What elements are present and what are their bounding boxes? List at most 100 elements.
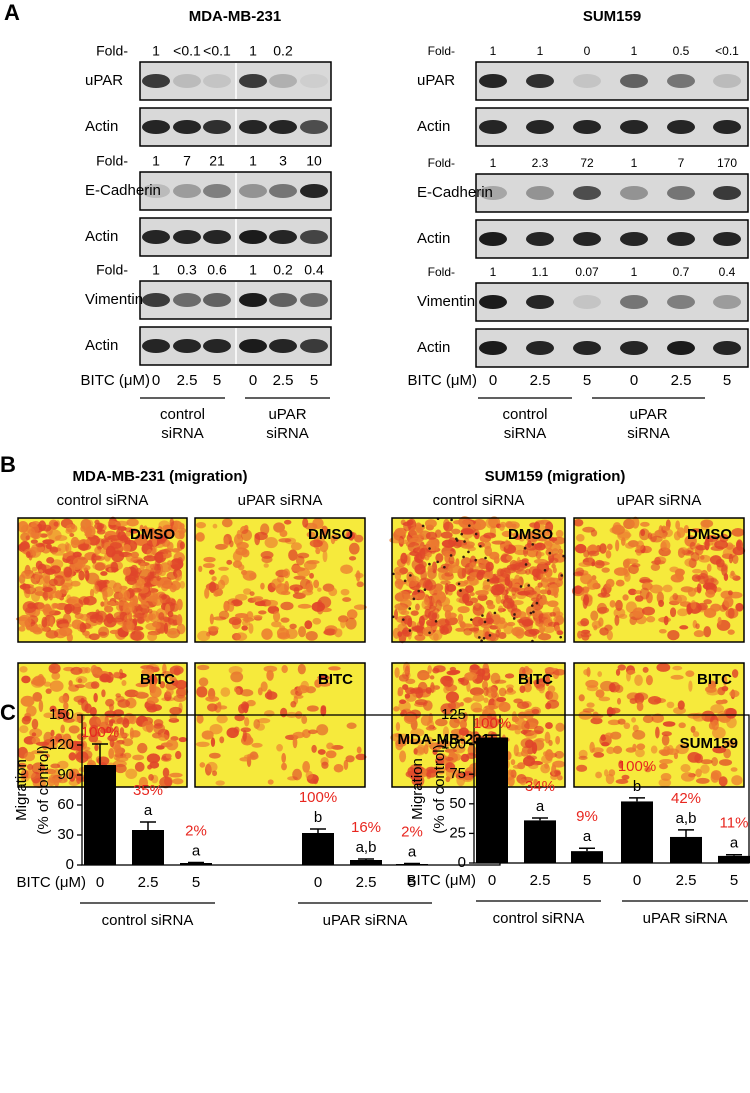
cell <box>504 673 515 679</box>
cell <box>162 767 170 778</box>
blot-box <box>475 282 749 322</box>
fold-value: 0.5 <box>673 44 690 58</box>
cell <box>574 543 587 554</box>
cell <box>49 705 57 713</box>
cell <box>424 596 430 606</box>
cell <box>447 701 461 710</box>
cell <box>99 727 107 734</box>
cell <box>689 541 696 550</box>
cell <box>447 612 457 619</box>
cell <box>631 717 637 723</box>
cell <box>330 534 336 545</box>
cell <box>456 702 464 707</box>
cell <box>506 555 513 561</box>
cell <box>201 730 214 740</box>
cell <box>472 616 484 627</box>
cell <box>554 750 564 759</box>
cell <box>538 686 545 694</box>
cell <box>399 733 409 744</box>
y-tick-label: 75 <box>449 765 466 782</box>
cell <box>169 676 177 682</box>
migration-title: SUM159 (migration) <box>485 468 626 485</box>
cell <box>134 761 145 772</box>
cell <box>722 675 728 686</box>
cell <box>166 571 178 580</box>
fold-value: 1 <box>152 153 160 169</box>
cell <box>317 749 326 755</box>
cell <box>260 551 274 559</box>
cell <box>404 693 411 699</box>
blot-row-label: Actin <box>85 337 118 354</box>
cell <box>460 735 466 745</box>
cell <box>598 617 604 627</box>
column-label: control siRNA <box>57 492 149 509</box>
cell <box>103 598 109 611</box>
cell <box>679 625 689 630</box>
cell <box>403 713 417 724</box>
cell <box>57 709 70 718</box>
cell <box>276 744 283 752</box>
blot-band <box>573 74 601 88</box>
cell <box>218 610 230 620</box>
pore <box>463 540 466 543</box>
cell <box>132 754 145 761</box>
cell <box>703 599 712 605</box>
cell <box>578 755 588 760</box>
cell <box>346 609 358 620</box>
cell <box>246 611 254 620</box>
cell <box>20 695 35 707</box>
cell <box>586 702 595 708</box>
cell <box>82 750 93 760</box>
cell <box>61 582 73 591</box>
cell <box>588 544 598 553</box>
cell <box>736 540 741 550</box>
cell <box>196 714 204 724</box>
pore <box>467 550 470 554</box>
blot-band <box>300 339 328 353</box>
cell <box>639 576 651 584</box>
cell <box>320 675 330 681</box>
x-tick-label: 5 <box>583 872 591 889</box>
cell <box>254 600 268 607</box>
cell <box>729 690 740 698</box>
error-bar <box>726 853 742 856</box>
cell <box>524 542 538 551</box>
cell <box>158 734 169 741</box>
cell <box>169 665 184 675</box>
cell <box>122 738 134 747</box>
pore <box>535 601 539 605</box>
cell <box>445 767 456 780</box>
cell <box>718 759 733 766</box>
fold-value: 7 <box>183 153 191 169</box>
blot-band <box>620 120 648 134</box>
cell <box>573 585 583 595</box>
significance-letter: a <box>144 802 153 819</box>
cell <box>140 601 149 609</box>
cell <box>226 559 233 565</box>
cell <box>508 769 516 776</box>
cell <box>253 615 263 620</box>
cell <box>71 539 84 546</box>
cell <box>463 627 473 636</box>
y-tick-label: 30 <box>57 826 74 843</box>
cell <box>397 590 411 602</box>
significance-letter: a <box>536 798 545 815</box>
cell <box>554 769 561 775</box>
pore <box>531 543 535 546</box>
cell <box>108 747 115 759</box>
cell <box>73 602 82 608</box>
cell <box>517 619 524 624</box>
cell <box>658 599 665 607</box>
cell <box>672 592 679 601</box>
cell <box>527 747 534 755</box>
percent-annotation: 100% <box>473 715 511 732</box>
cell <box>394 667 400 679</box>
cell <box>537 582 543 588</box>
cell <box>228 666 243 675</box>
cell <box>145 622 159 631</box>
fold-value: 1 <box>249 43 257 59</box>
cell <box>240 727 251 733</box>
cell <box>46 557 55 564</box>
chart-title: MDA-MB-231 <box>397 731 490 748</box>
cell <box>624 572 631 582</box>
